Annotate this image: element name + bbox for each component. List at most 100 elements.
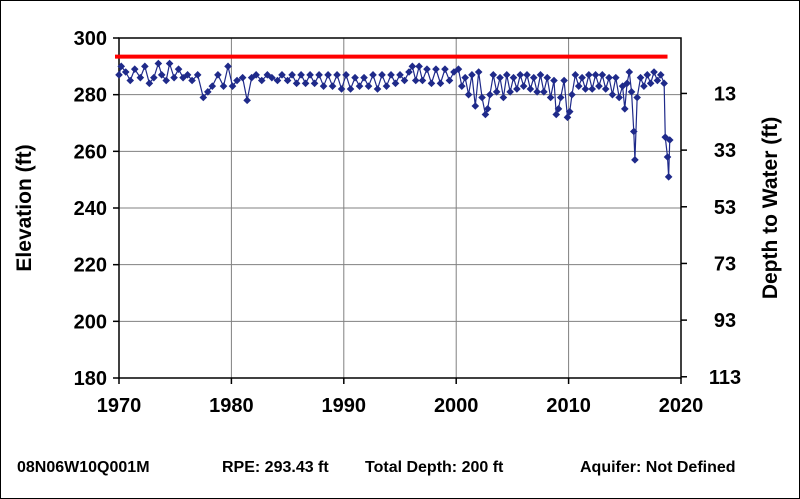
data-point — [523, 71, 531, 79]
data-point — [408, 62, 417, 71]
data-point — [150, 73, 158, 82]
well-id: 08N06W10Q001M — [17, 459, 150, 476]
data-point — [578, 73, 586, 82]
data-point — [306, 71, 314, 79]
x-tick-label: 1980 — [209, 395, 254, 417]
data-point — [502, 71, 511, 79]
x-tick-labels: 1970 1980 1990 2000 2010 2020 — [97, 395, 704, 417]
data-point — [445, 76, 454, 85]
data-point — [179, 73, 187, 82]
y2-tick-labels: 113 93 73 53 33 13 — [681, 83, 741, 389]
data-point — [117, 62, 126, 71]
data-point — [656, 71, 665, 79]
data-point — [618, 82, 627, 90]
data-point — [496, 73, 504, 82]
data-point — [571, 71, 580, 79]
data-point — [170, 73, 178, 82]
data-point — [378, 71, 386, 79]
data-point — [252, 71, 260, 79]
data-point — [492, 88, 501, 96]
data-point — [427, 79, 436, 88]
data-point — [436, 79, 445, 88]
data-point — [382, 82, 391, 90]
y-tick-label: 180 — [74, 368, 107, 390]
grid-lines — [113, 37, 682, 384]
y-tick-label: 240 — [74, 198, 107, 220]
data-point — [243, 96, 251, 105]
data-point — [351, 73, 359, 82]
data-point — [563, 113, 572, 122]
data-point — [315, 71, 323, 79]
data-point — [625, 68, 634, 76]
series-line — [118, 61, 671, 177]
data-point — [199, 93, 208, 102]
data-point — [257, 76, 266, 85]
data-point — [126, 76, 135, 85]
data-point — [581, 85, 590, 93]
x-tick-label: 1990 — [322, 395, 367, 417]
data-point — [224, 62, 232, 71]
data-point — [346, 85, 355, 93]
data-point — [588, 85, 597, 93]
data-point — [337, 85, 346, 93]
data-point — [130, 65, 139, 73]
data-point — [565, 107, 574, 116]
data-point — [233, 76, 241, 85]
data-point — [585, 71, 593, 79]
data-point — [400, 76, 409, 85]
data-point — [310, 79, 319, 88]
data-point — [665, 136, 674, 144]
data-point — [643, 71, 652, 79]
data-point — [468, 71, 476, 79]
data-point — [633, 93, 641, 102]
data-point — [342, 71, 350, 79]
data-point — [369, 71, 377, 79]
data-point — [568, 90, 576, 99]
data-point — [591, 71, 600, 79]
data-point — [519, 82, 528, 90]
data-point — [301, 79, 310, 88]
data-point — [640, 82, 648, 90]
data-point — [228, 82, 237, 90]
data-point — [145, 79, 154, 88]
data-point — [615, 93, 623, 102]
y2-tick-label: 53 — [714, 197, 736, 219]
data-point — [663, 153, 672, 161]
data-point — [540, 88, 548, 96]
footer-info: 08N06W10Q001M RPE: 293.43 ft Total Depth… — [1, 455, 799, 485]
data-point — [238, 73, 247, 82]
data-point — [595, 82, 603, 90]
data-point — [660, 79, 668, 88]
y2-tick-label: 13 — [714, 83, 736, 105]
data-point — [364, 82, 373, 90]
data-point — [360, 73, 368, 82]
data-point — [288, 71, 296, 79]
data-point — [598, 71, 607, 79]
data-point — [478, 93, 486, 102]
data-point — [601, 85, 610, 93]
data-point — [513, 85, 521, 93]
data-point — [646, 79, 655, 88]
data-point — [486, 90, 494, 99]
data-point — [636, 73, 645, 82]
data-point — [203, 88, 212, 96]
data-point — [278, 71, 286, 79]
data-point — [621, 105, 629, 113]
data-point — [324, 71, 332, 79]
data-point — [506, 88, 514, 96]
data-point — [214, 71, 222, 79]
data-point — [405, 68, 413, 76]
data-point — [450, 68, 458, 76]
y-tick-label: 220 — [74, 255, 107, 277]
x-tick-label: 2020 — [659, 395, 704, 417]
data-point — [629, 127, 638, 136]
x-tick-label: 2010 — [546, 395, 591, 417]
data-point — [415, 62, 423, 71]
data-point — [533, 88, 541, 96]
data-point — [396, 71, 404, 79]
data-point — [556, 93, 565, 102]
data-point — [319, 82, 328, 90]
data-point — [219, 82, 228, 90]
